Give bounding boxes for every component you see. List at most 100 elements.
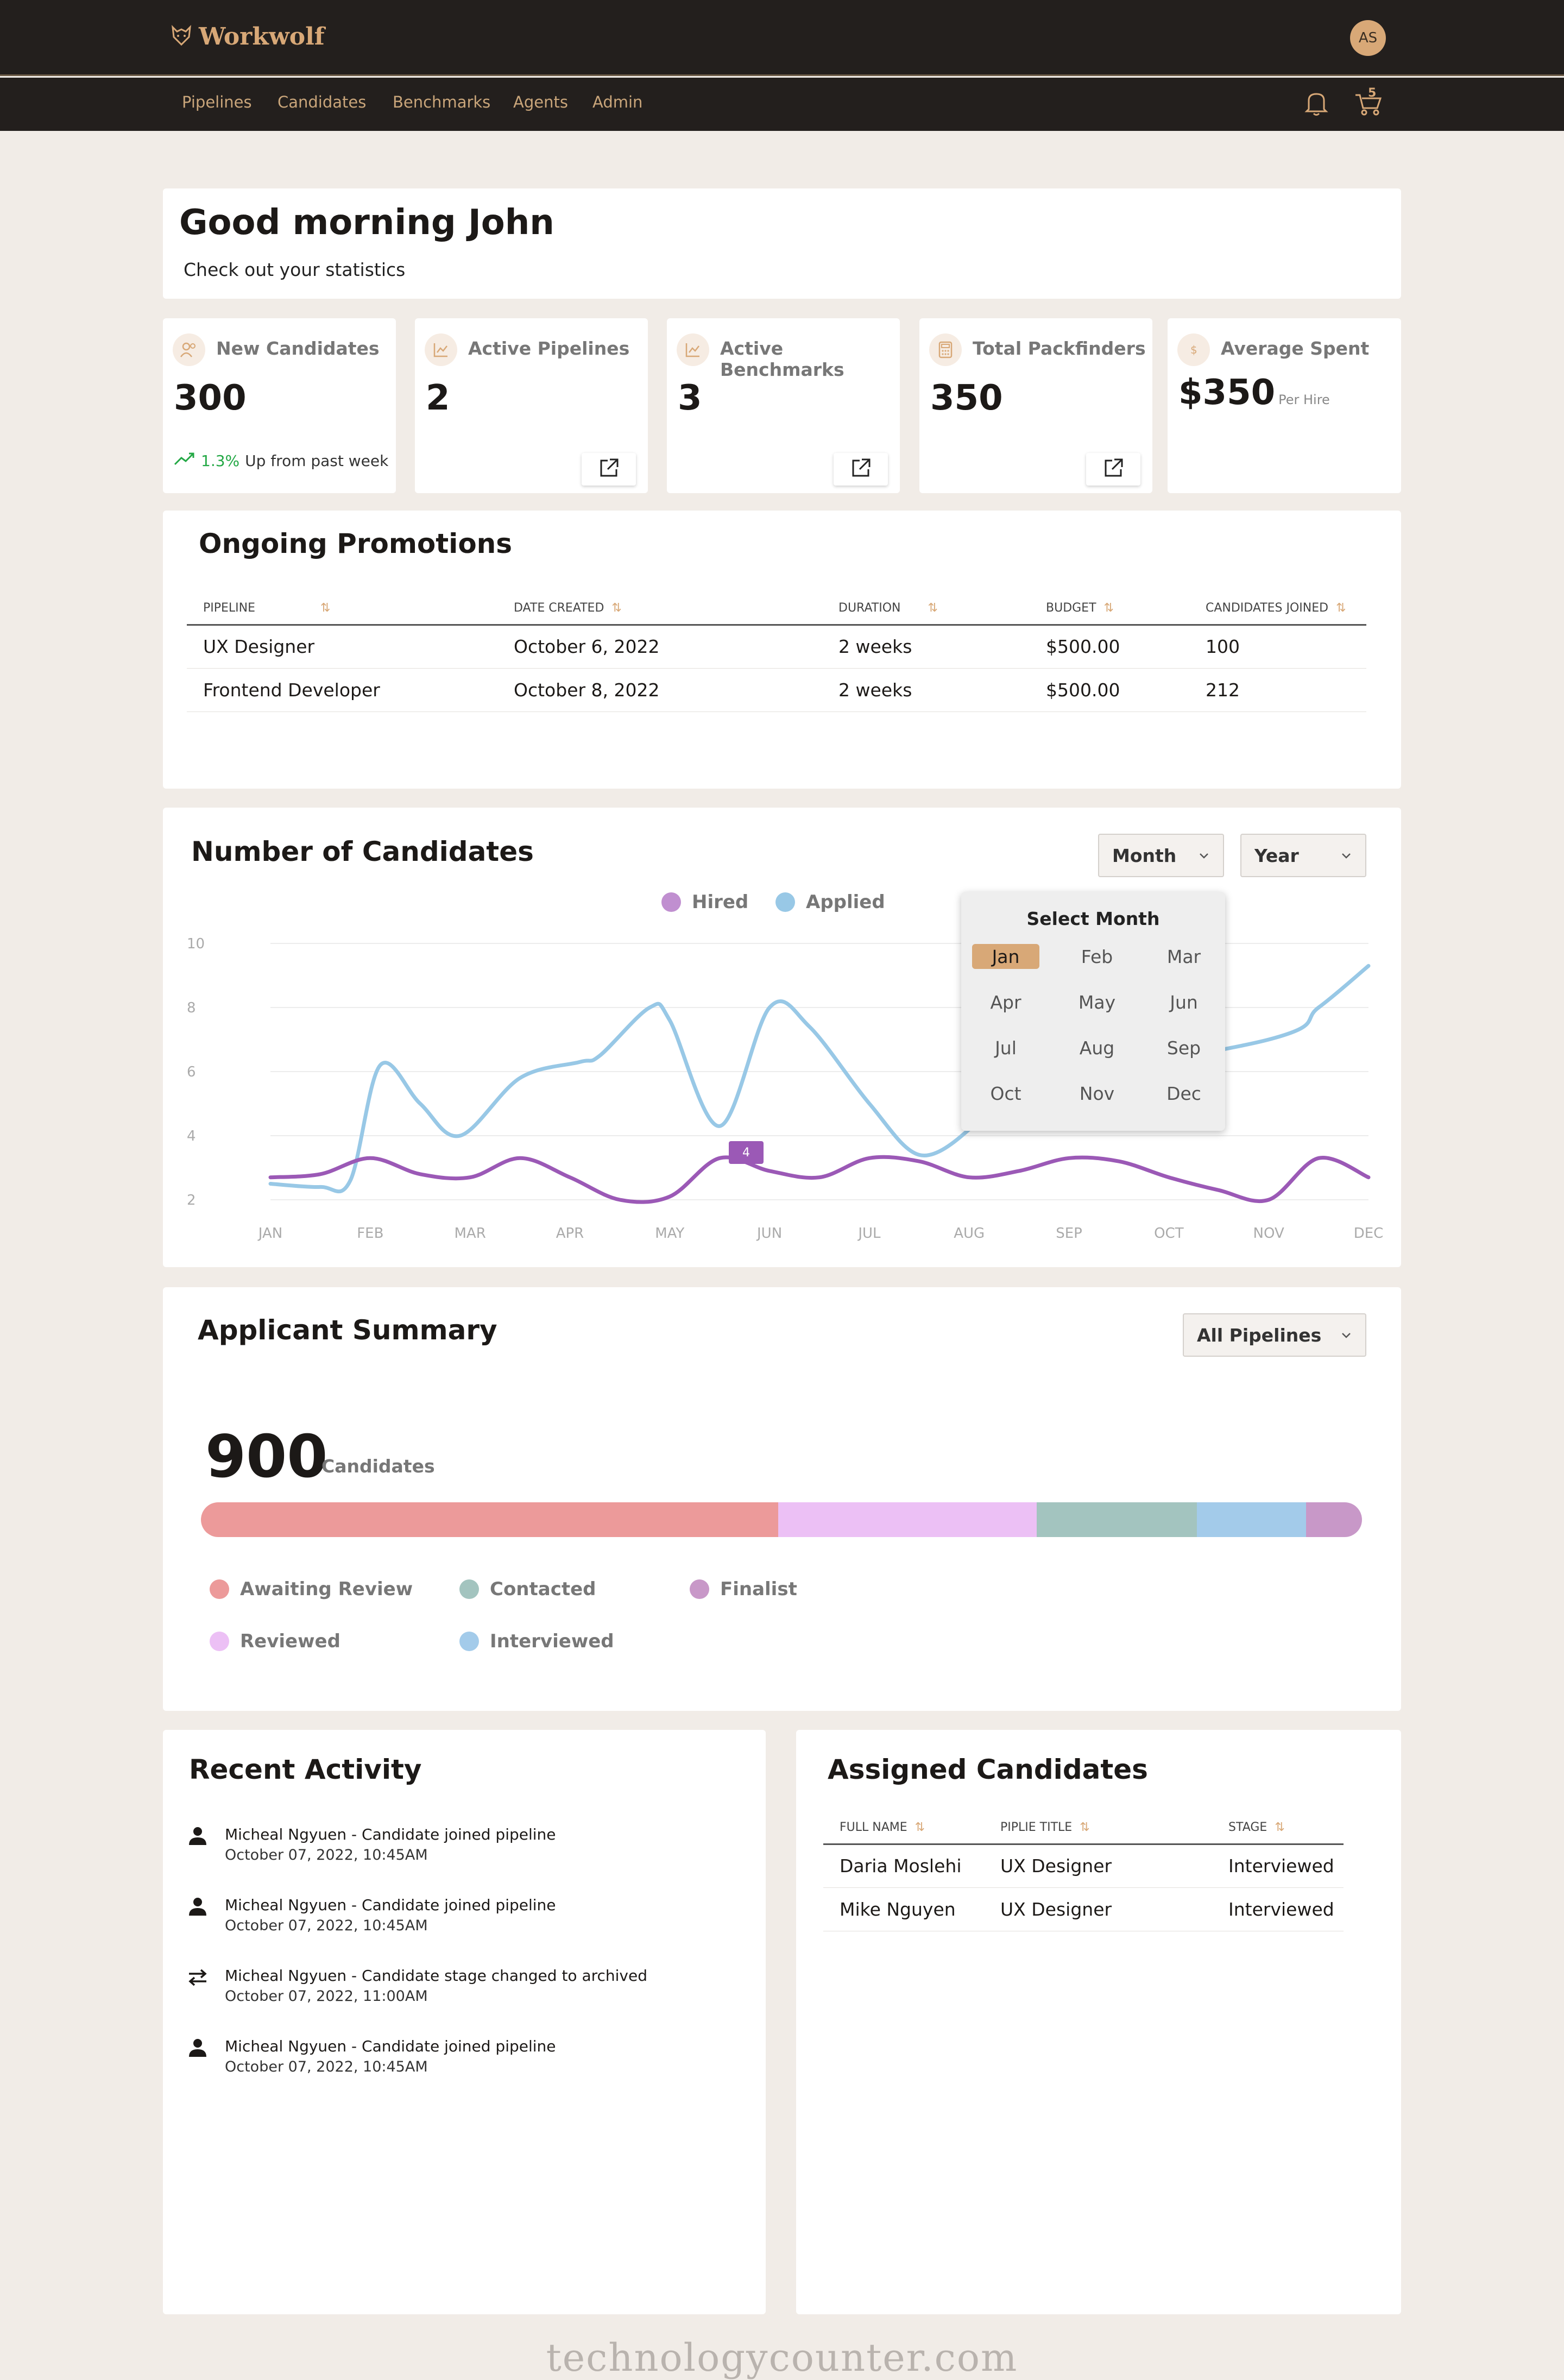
promotions-title: Ongoing Promotions bbox=[199, 528, 513, 559]
month-picker-title: Select Month bbox=[1026, 908, 1160, 929]
trend-up-icon bbox=[174, 451, 195, 470]
wolf-logo-icon bbox=[169, 24, 193, 50]
calculator-icon bbox=[929, 333, 962, 366]
open-benchmarks-button[interactable] bbox=[834, 453, 888, 486]
month-option-jun[interactable]: Jun bbox=[1170, 991, 1198, 1013]
table-row[interactable]: Frontend Developer October 8, 2022 2 wee… bbox=[187, 668, 1366, 712]
stat-card-new-candidates: New Candidates 300 1.3% Up from past wee… bbox=[163, 318, 396, 493]
date-created-cell: October 6, 2022 bbox=[497, 625, 822, 669]
sort-icon: ⇅ bbox=[611, 601, 622, 615]
column-header-candidates-joined[interactable]: CANDIDATES JOINED ⇅ bbox=[1189, 592, 1366, 626]
activity-item[interactable]: Micheal Ngyuen - Candidate stage changed… bbox=[187, 1967, 647, 2005]
month-filter-label: Month bbox=[1112, 845, 1177, 866]
legend-label: Finalist bbox=[720, 1578, 797, 1600]
column-header-stage[interactable]: STAGE ⇅ bbox=[1212, 1811, 1344, 1845]
person-icon bbox=[187, 1896, 209, 1934]
month-option-jul[interactable]: Jul bbox=[995, 1037, 1017, 1059]
table-header-row: PIPELINE ⇅ DATE CREATED ⇅ DURATION ⇅ BUDGET… bbox=[187, 592, 1366, 626]
bell-icon[interactable] bbox=[1304, 90, 1328, 119]
month-option-feb[interactable]: Feb bbox=[1081, 946, 1113, 967]
table-row[interactable]: Mike Nguyen UX Designer Interviewed bbox=[823, 1887, 1344, 1931]
month-option-may[interactable]: May bbox=[1078, 991, 1116, 1013]
nav-benchmarks[interactable]: Benchmarks bbox=[393, 93, 491, 111]
nav-agents[interactable]: Agents bbox=[513, 93, 568, 111]
year-filter-dropdown[interactable]: Year bbox=[1240, 834, 1366, 877]
svg-text:$: $ bbox=[1190, 343, 1197, 356]
month-filter-dropdown[interactable]: Month bbox=[1098, 834, 1224, 877]
pipeline-filter-label: All Pipelines bbox=[1197, 1324, 1322, 1346]
legend-hired[interactable]: Hired bbox=[661, 891, 748, 913]
month-option-sep[interactable]: Sep bbox=[1166, 1037, 1201, 1059]
x-tick-label: SEP bbox=[1056, 1225, 1082, 1242]
month-option-dec[interactable]: Dec bbox=[1166, 1082, 1201, 1104]
legend-dot bbox=[661, 892, 681, 912]
column-header-duration[interactable]: DURATION ⇅ bbox=[822, 592, 1030, 626]
cart-icon[interactable]: 5 bbox=[1353, 86, 1384, 118]
table-row[interactable]: Daria Moslehi UX Designer Interviewed bbox=[823, 1844, 1344, 1888]
x-tick-label: MAR bbox=[454, 1225, 485, 1242]
activity-text: Micheal Ngyuen - Candidate stage changed… bbox=[225, 1967, 647, 1985]
legend-label: Reviewed bbox=[240, 1630, 340, 1652]
x-tick-label: JAN bbox=[257, 1225, 282, 1242]
sort-icon: ⇅ bbox=[1080, 1820, 1090, 1834]
activity-item[interactable]: Micheal Ngyuen - Candidate joined pipeli… bbox=[187, 1896, 556, 1934]
pipeline-title-cell: UX Designer bbox=[984, 1887, 1212, 1931]
y-tick-label: 8 bbox=[187, 1000, 196, 1016]
candidates-joined-cell: 100 bbox=[1189, 625, 1366, 669]
open-pipelines-button[interactable] bbox=[582, 453, 636, 486]
tooltip-value: 4 bbox=[742, 1145, 750, 1160]
column-header-full-name[interactable]: FULL NAME ⇅ bbox=[823, 1811, 984, 1845]
stage-cell: Interviewed bbox=[1212, 1887, 1344, 1931]
column-header-budget[interactable]: BUDGET ⇅ bbox=[1030, 592, 1189, 626]
pipeline-filter-dropdown[interactable]: All Pipelines bbox=[1183, 1313, 1366, 1357]
y-tick-label: 2 bbox=[187, 1192, 196, 1208]
assigned-candidates-table: FULL NAME ⇅ PIPLIE TITLE ⇅ STAGE ⇅ Daria Mo… bbox=[823, 1811, 1344, 1931]
pipeline-title-cell: UX Designer bbox=[984, 1844, 1212, 1888]
activity-item[interactable]: Micheal Ngyuen - Candidate joined pipeli… bbox=[187, 1825, 556, 1863]
stage-segment-reviewed[interactable] bbox=[778, 1502, 1037, 1537]
year-filter-label: Year bbox=[1254, 845, 1299, 866]
legend-applied[interactable]: Applied bbox=[775, 891, 885, 913]
stat-card-active-benchmarks: Active Benchmarks 3 bbox=[667, 318, 900, 493]
external-link-icon bbox=[1102, 457, 1124, 481]
legend-dot bbox=[459, 1579, 479, 1599]
open-packfinders-button[interactable] bbox=[1086, 453, 1140, 486]
y-tick-label: 4 bbox=[187, 1128, 196, 1144]
stage-segment-contacted[interactable] bbox=[1037, 1502, 1197, 1537]
month-option-aug[interactable]: Aug bbox=[1079, 1037, 1115, 1059]
stage-segment-awaiting-review[interactable] bbox=[201, 1502, 778, 1537]
stat-label: New Candidates bbox=[216, 338, 380, 359]
activity-item[interactable]: Micheal Ngyuen - Candidate joined pipeli… bbox=[187, 2037, 556, 2075]
series-line-hired[interactable] bbox=[268, 1155, 1371, 1204]
greeting-subtitle: Check out your statistics bbox=[184, 259, 406, 280]
x-tick-label: AUG bbox=[954, 1225, 985, 1242]
table-row[interactable]: UX Designer October 6, 2022 2 weeks $500… bbox=[187, 625, 1366, 669]
sort-icon: ⇅ bbox=[1275, 1820, 1285, 1834]
month-option-oct[interactable]: Oct bbox=[990, 1082, 1021, 1104]
avatar[interactable]: AS bbox=[1350, 20, 1386, 56]
column-header-date-created[interactable]: DATE CREATED ⇅ bbox=[497, 592, 822, 626]
sort-icon: ⇅ bbox=[1336, 601, 1346, 615]
month-option-mar[interactable]: Mar bbox=[1166, 946, 1201, 967]
total-candidates-number: 900 bbox=[205, 1423, 328, 1491]
month-option-jan[interactable]: Jan bbox=[972, 944, 1039, 969]
nav-admin[interactable]: Admin bbox=[592, 93, 643, 111]
month-option-nov[interactable]: Nov bbox=[1079, 1082, 1115, 1104]
sort-icon: ⇅ bbox=[1103, 601, 1114, 615]
column-header-pipeline-title[interactable]: PIPLIE TITLE ⇅ bbox=[984, 1811, 1212, 1845]
legend-label: Awaiting Review bbox=[240, 1578, 413, 1600]
activity-text: Micheal Ngyuen - Candidate joined pipeli… bbox=[225, 1825, 556, 1843]
chart-title: Number of Candidates bbox=[191, 836, 534, 867]
nav-pipelines[interactable]: Pipelines bbox=[182, 93, 252, 111]
external-link-icon bbox=[598, 457, 620, 481]
stage-segment-interviewed[interactable] bbox=[1197, 1502, 1307, 1537]
stat-value: 300 bbox=[174, 378, 247, 418]
month-option-apr[interactable]: Apr bbox=[990, 991, 1021, 1013]
ongoing-promotions-card: Ongoing Promotions PIPELINE ⇅ DATE CREATE… bbox=[163, 511, 1401, 789]
legend-dot bbox=[210, 1579, 229, 1599]
logo[interactable]: Workwolf bbox=[169, 23, 325, 51]
nav-candidates[interactable]: Candidates bbox=[278, 93, 367, 111]
column-header-pipeline[interactable]: PIPELINE ⇅ bbox=[187, 592, 497, 626]
average-spent-value: $350 bbox=[1178, 373, 1276, 413]
stage-segment-finalist[interactable] bbox=[1306, 1502, 1362, 1537]
